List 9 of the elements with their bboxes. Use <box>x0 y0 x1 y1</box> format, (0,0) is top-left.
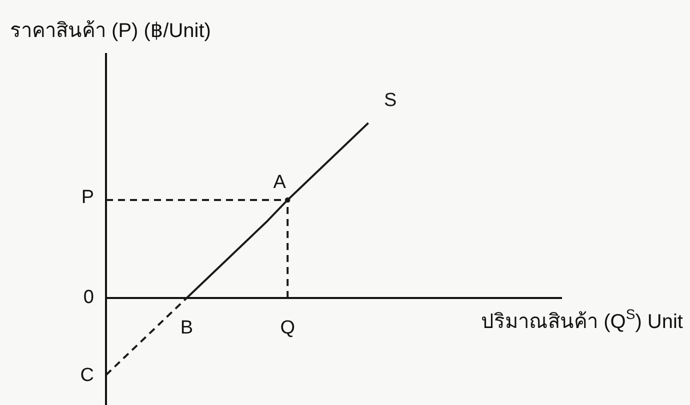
x-axis-title: ปริมาณสินค้า (Q$^{S}$) Unit <box>481 306 684 333</box>
y-axis-title: ราคาสินค้า (P) (฿/Unit) <box>10 20 211 42</box>
annotation: A <box>273 171 286 192</box>
series-label: S <box>384 89 397 110</box>
x-tick-label: Q <box>280 318 295 339</box>
x-tick-label: B <box>180 318 194 339</box>
text: P <box>81 186 94 208</box>
text: C <box>80 364 94 386</box>
text: 0 <box>83 286 94 308</box>
